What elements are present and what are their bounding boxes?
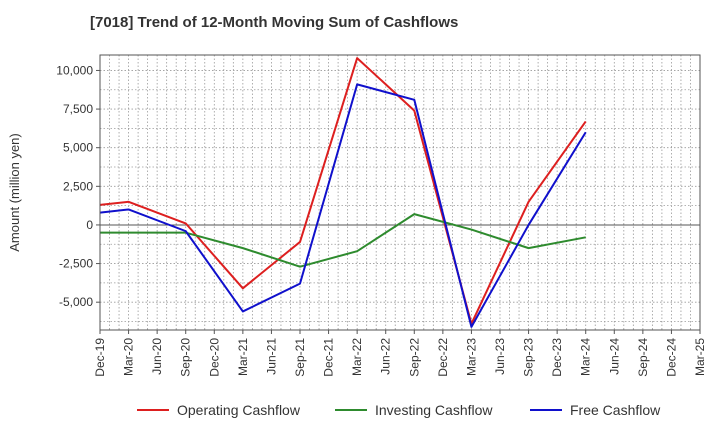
x-tick-label: Mar-24 [579, 338, 593, 376]
x-tick-label: Jun-21 [264, 338, 278, 375]
x-tick-label: Dec-24 [664, 338, 678, 377]
grid-lines [100, 55, 700, 330]
x-tick-label: Jun-20 [150, 338, 164, 375]
legend-label-operating-cashflow: Operating Cashflow [177, 402, 301, 418]
series-line-operating-cashflow [99, 57, 587, 325]
legend: Operating Cashflow Investing Cashflow Free… [137, 402, 661, 418]
x-tick-label: Dec-21 [322, 338, 336, 377]
x-tick-label: Dec-19 [93, 338, 107, 377]
x-tick-label: Sep-21 [293, 338, 307, 377]
plot-area-frame [99, 54, 701, 331]
y-tick-label: -5,000 [59, 295, 93, 309]
x-tick-label: Mar-25 [693, 338, 707, 376]
y-tick-labels: -5,000 -2,500 0 2,500 5,000 7,500 10,000 [56, 63, 100, 309]
y-tick-label: 0 [86, 218, 93, 232]
y-tick-label: 2,500 [63, 179, 93, 193]
x-tick-label: Dec-22 [436, 338, 450, 377]
x-tick-label: Jun-24 [607, 338, 621, 375]
x-tick-label: Mar-20 [122, 338, 136, 376]
x-tick-labels: Dec-19 Mar-20 Jun-20 Sep-20 Dec-20 Mar-21 Jun-… [93, 330, 707, 377]
y-tick-label: 7,500 [63, 102, 93, 116]
y-tick-label: 10,000 [56, 63, 93, 77]
legend-label-investing-cashflow: Investing Cashflow [375, 402, 493, 418]
x-tick-label: Dec-23 [550, 338, 564, 377]
legend-label-free-cashflow: Free Cashflow [570, 402, 661, 418]
x-tick-label: Jun-22 [379, 338, 393, 375]
x-tick-label: Sep-20 [179, 338, 193, 377]
x-tick-label: Sep-22 [407, 338, 421, 377]
y-tick-label: 5,000 [63, 141, 93, 155]
x-tick-label: Dec-20 [207, 338, 221, 377]
y-axis-label: Amount (million yen) [7, 133, 22, 252]
chart-title: [7018] Trend of 12-Month Moving Sum of C… [90, 14, 459, 31]
x-tick-label: Sep-24 [636, 338, 650, 377]
x-tick-label: Jun-23 [493, 338, 507, 375]
y-tick-label: -2,500 [59, 257, 93, 271]
x-tick-label: Sep-23 [522, 338, 536, 377]
x-tick-label: Mar-21 [236, 338, 250, 376]
series-line-investing-cashflow [100, 213, 586, 268]
x-tick-label: Mar-22 [350, 338, 364, 376]
x-tick-label: Mar-23 [464, 338, 478, 376]
series-lines [99, 57, 587, 328]
series-line-free-cashflow [99, 83, 587, 328]
